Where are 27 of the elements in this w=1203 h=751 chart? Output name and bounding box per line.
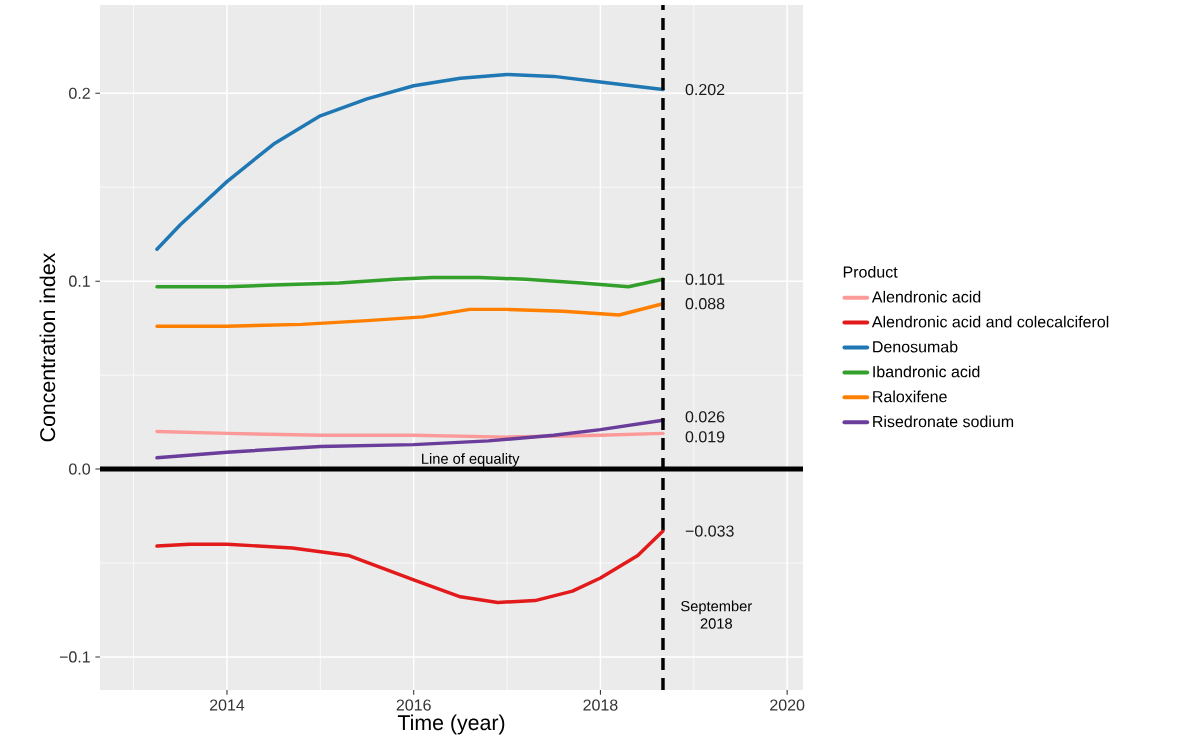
y-tick-label: 0.1 [69, 275, 90, 287]
y-axis-title: Concentration index [39, 252, 56, 442]
y-tick-label: −0.1 [59, 651, 90, 663]
legend-title: Product [843, 265, 898, 278]
ref-line-label: September 2018 [681, 600, 752, 629]
legend-label: Denosumab [873, 340, 958, 353]
x-tick-label: 2016 [396, 699, 431, 711]
line-series [155, 72, 665, 251]
legend-label: Alendronic acid and colecalciferol [871, 315, 1109, 328]
data-label: 0.026 [685, 411, 725, 423]
legend-label: Risedronate sodium [873, 415, 1014, 428]
x-tick-label: 2014 [209, 699, 245, 711]
legend-label: Raloxifene [873, 390, 947, 403]
data-label: 0.101 [685, 273, 725, 285]
x-axis-title: Time (year) [397, 714, 505, 735]
x-tick-label: 2018 [583, 699, 618, 711]
line-series [155, 529, 665, 605]
y-tick-label: 0.2 [69, 87, 90, 99]
legend-label: Ibandronic acid [873, 365, 980, 378]
data-label: −0.033 [685, 525, 734, 537]
y-tick-label: 0.0 [69, 463, 91, 475]
data-label: 0.202 [685, 83, 725, 96]
ref-line-label: Line of equality [422, 453, 520, 467]
legend-label: Alendronic acid [871, 290, 981, 303]
data-label: 0.088 [685, 298, 725, 310]
x-tick-label: 2020 [770, 699, 805, 711]
data-label: 0.019 [685, 431, 725, 443]
